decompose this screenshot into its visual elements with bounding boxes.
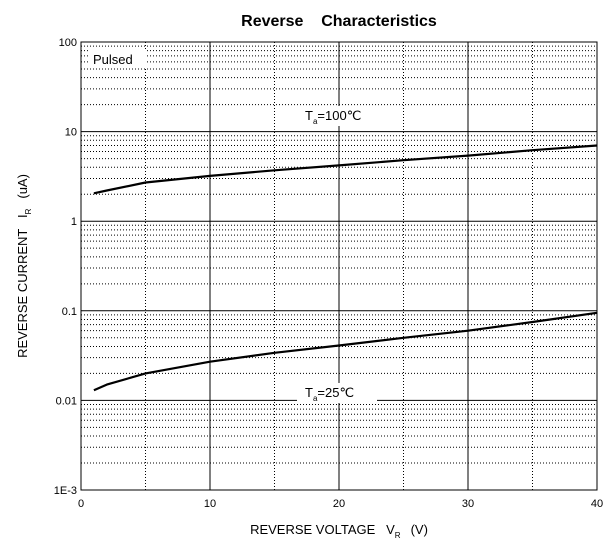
x-axis-label-text: REVERSE VOLTAGE V xyxy=(250,522,395,537)
y-tick-label: 0.01 xyxy=(56,395,77,407)
x-axis-label: REVERSE VOLTAGE VR (V) xyxy=(250,522,428,540)
x-axis-label-sub: R xyxy=(395,531,401,540)
annotation-text: =25℃ xyxy=(317,385,354,400)
x-tick-label: 0 xyxy=(78,498,84,510)
annotation-text: T xyxy=(305,108,313,123)
annotation: Ta=100℃ xyxy=(305,108,361,126)
x-axis-label-unit: (V) xyxy=(411,522,428,537)
series-line xyxy=(93,144,598,195)
y-tick-label: 1 xyxy=(71,216,77,228)
y-axis-label-unit: (uA) xyxy=(15,174,30,199)
series-line xyxy=(93,311,598,392)
y-axis-label-text: REVERSE CURRENT I xyxy=(15,214,30,358)
annotation-box xyxy=(88,50,146,68)
annotation: Pulsed xyxy=(93,52,133,67)
x-tick-label: 40 xyxy=(591,498,603,510)
y-tick-label: 1E-3 xyxy=(54,485,77,497)
x-tick-label: 10 xyxy=(204,498,216,510)
annotation-text: T xyxy=(305,385,313,400)
x-tick-label: 30 xyxy=(462,498,474,510)
annotation-sub: a xyxy=(313,117,318,126)
y-axis-label-sub: R xyxy=(24,208,33,214)
annotation-box xyxy=(297,383,377,403)
x-tick-label: 20 xyxy=(333,498,345,510)
y-tick-label: 10 xyxy=(65,127,77,139)
annotation-sub: a xyxy=(313,394,318,403)
annotation-text: =100℃ xyxy=(317,108,361,123)
annotation-box xyxy=(297,106,377,126)
chart-title: Reverse Characteristics xyxy=(241,13,437,30)
plot-frame xyxy=(80,41,598,491)
annotation: Ta=25℃ xyxy=(305,385,354,403)
y-tick-label: 100 xyxy=(59,37,77,49)
y-tick-label: 0.1 xyxy=(62,306,77,318)
y-axis-label: REVERSE CURRENT IR (uA) xyxy=(15,174,33,358)
